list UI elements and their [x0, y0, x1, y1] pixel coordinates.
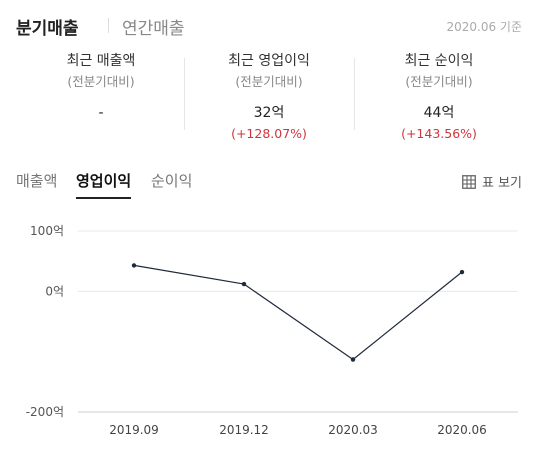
summary-panel: 최근 매출액 (전분기대비) - 최근 영업이익 (전분기대비) 32억 (+1… — [16, 52, 522, 142]
tab-net-income[interactable]: 순이익 — [151, 172, 193, 190]
summary-value: 32억 — [253, 105, 285, 121]
y-tick-label: -200억 — [26, 405, 64, 419]
summary-label: 최근 영업이익 — [228, 53, 310, 69]
tab-operating-profit[interactable]: 영업이익 — [76, 170, 132, 199]
summary-label: 최근 매출액 — [66, 53, 136, 69]
summary-sub: (전분기대비) — [67, 74, 135, 89]
series-line — [133, 264, 463, 361]
y-tick-label: 100억 — [30, 224, 64, 238]
summary-value: - — [98, 105, 104, 121]
summary-value: 44억 — [423, 105, 455, 121]
metric-tabs: 매출액 영업이익 순이익 표 보기 — [16, 170, 522, 200]
x-tick-label: 2020.03 — [328, 423, 378, 437]
summary-sub: (전분기대비) — [405, 74, 473, 89]
operating-profit-chart: 100억 0억 -200억 2019.09 2019.12 2020.03 2020.06 — [26, 224, 518, 437]
table-view-button[interactable]: 표 보기 — [462, 172, 522, 191]
data-point — [131, 263, 137, 268]
summary-label: 최근 순이익 — [404, 53, 474, 69]
as-of-date: 2020.06 기준 — [446, 20, 522, 34]
x-tick-label: 2019.09 — [109, 423, 159, 437]
tab-revenue[interactable]: 매출액 — [16, 172, 58, 190]
divider — [184, 58, 185, 130]
summary-change: (+128.07%) — [231, 126, 307, 141]
table-view-label: 표 보기 — [481, 176, 522, 191]
tab-annual-sales[interactable]: 연간매출 — [122, 19, 185, 39]
data-point — [459, 269, 465, 275]
header: 분기매출 연간매출 2020.06 기준 — [16, 14, 522, 40]
table-icon — [462, 174, 476, 189]
y-tick-label: 0억 — [45, 284, 64, 298]
data-point — [241, 281, 247, 287]
divider — [354, 58, 355, 130]
data-point — [350, 357, 356, 362]
summary-revenue: 최근 매출액 (전분기대비) - — [16, 52, 186, 126]
x-tick-label: 2019.12 — [219, 423, 269, 437]
summary-sub: (전분기대비) — [235, 74, 303, 89]
tab-divider — [108, 18, 109, 33]
x-tick-label: 2020.06 — [437, 423, 487, 437]
summary-change: (+143.56%) — [401, 126, 477, 141]
summary-operating-profit: 최근 영업이익 (전분기대비) 32억 (+128.07%) — [184, 52, 354, 142]
tab-quarterly-sales[interactable]: 분기매출 — [16, 19, 79, 39]
summary-net-income: 최근 순이익 (전분기대비) 44억 (+143.56%) — [354, 52, 524, 142]
